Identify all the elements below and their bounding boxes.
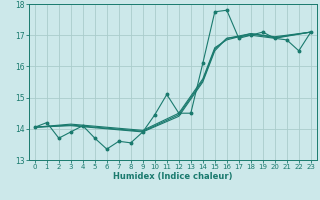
X-axis label: Humidex (Indice chaleur): Humidex (Indice chaleur) xyxy=(113,172,233,181)
